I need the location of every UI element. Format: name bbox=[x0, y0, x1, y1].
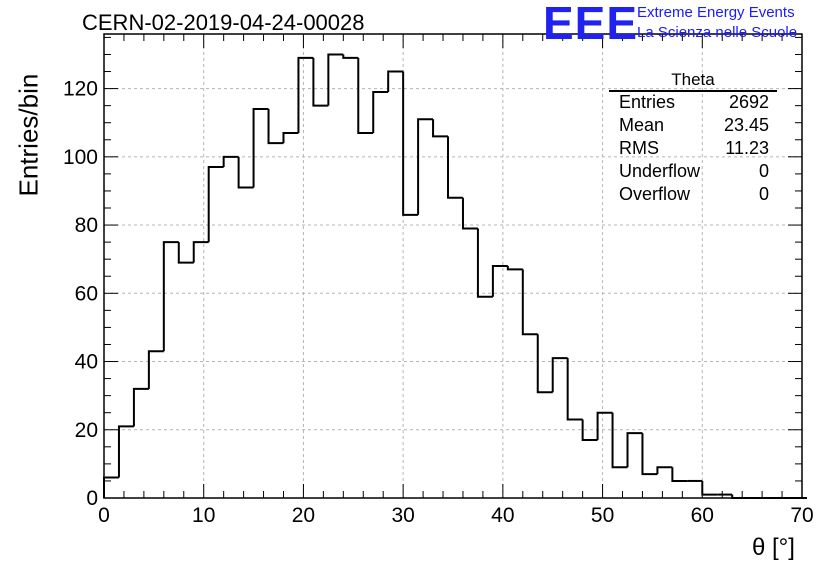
stats-row-rms: RMS 11.23 bbox=[619, 138, 769, 160]
histogram-bin bbox=[192, 241, 209, 263]
histogram-bin bbox=[162, 241, 179, 352]
histogram-bin bbox=[402, 71, 419, 216]
histogram-bin bbox=[521, 269, 538, 336]
stats-key: Mean bbox=[619, 115, 665, 135]
stats-value: 0 bbox=[758, 184, 769, 204]
x-tick-label: 50 bbox=[591, 504, 614, 527]
histogram-bin bbox=[357, 57, 374, 134]
y-tick-label: 60 bbox=[75, 282, 98, 305]
stats-key: Entries bbox=[619, 92, 676, 112]
histogram-bin bbox=[372, 91, 389, 133]
y-tick-label: 100 bbox=[63, 146, 98, 169]
stats-row-overflow: Overflow 0 bbox=[619, 184, 769, 206]
histogram-bin bbox=[387, 70, 404, 92]
histogram-bin bbox=[611, 412, 628, 469]
y-axis-label-text: Entries/bin bbox=[13, 73, 44, 197]
y-axis-label: Entries/bin bbox=[4, 74, 44, 197]
histogram-bin bbox=[536, 334, 553, 394]
histogram-bin bbox=[222, 155, 239, 168]
x-tick-label: 40 bbox=[491, 504, 514, 527]
x-tick-label: 0 bbox=[98, 504, 110, 527]
stats-value: 11.23 bbox=[725, 138, 769, 158]
histogram-bin bbox=[551, 357, 568, 393]
histogram-bin bbox=[342, 54, 359, 59]
stats-value: 23.45 bbox=[723, 115, 769, 135]
histogram-bin bbox=[327, 53, 344, 106]
histogram-bin bbox=[147, 350, 164, 389]
stats-key: RMS bbox=[619, 138, 659, 158]
histogram-bin bbox=[117, 425, 134, 478]
histogram-bin bbox=[581, 419, 598, 441]
histogram-bin bbox=[731, 494, 748, 499]
y-tick-label: 80 bbox=[75, 214, 98, 237]
run-title: CERN-02-2019-04-24-00028 bbox=[82, 10, 365, 35]
y-tick-label: 120 bbox=[63, 78, 98, 101]
histogram-bin bbox=[417, 118, 434, 215]
stats-divider bbox=[609, 90, 777, 92]
y-tick-label: 0 bbox=[86, 487, 98, 510]
stats-key: Overflow bbox=[619, 184, 691, 204]
x-tick-label: 20 bbox=[292, 504, 315, 527]
histogram-bin bbox=[312, 57, 329, 107]
histogram-bin bbox=[267, 109, 284, 145]
histogram-bin bbox=[103, 476, 119, 498]
x-axis-label: θ [°] bbox=[752, 534, 795, 561]
stats-key: Underflow bbox=[619, 161, 701, 181]
stats-title: Theta bbox=[671, 70, 715, 89]
histogram-bin bbox=[596, 411, 613, 440]
histogram-bin bbox=[461, 197, 478, 230]
histogram-bin bbox=[476, 228, 493, 298]
histogram-bin bbox=[237, 156, 254, 189]
x-tick-label: 60 bbox=[691, 504, 714, 527]
histogram-bin bbox=[566, 358, 583, 421]
logo-line-2: La Scienza nelle Scuole bbox=[637, 24, 798, 41]
histogram-bin bbox=[656, 466, 673, 475]
histogram-bin bbox=[282, 131, 299, 144]
y-tick-label: 20 bbox=[75, 419, 98, 442]
stats-row-mean: Mean 23.45 bbox=[619, 115, 769, 137]
histogram-bin bbox=[447, 136, 463, 199]
histogram-bin bbox=[252, 108, 269, 188]
eee-logo-mark: EEE bbox=[543, 0, 639, 49]
histogram-bin bbox=[432, 119, 449, 138]
x-tick-label: 30 bbox=[391, 504, 414, 527]
histogram-bin bbox=[701, 480, 718, 496]
stats-row-entries: Entries 2692 bbox=[619, 92, 769, 114]
x-tick-label: 10 bbox=[192, 504, 215, 527]
histogram-bin bbox=[641, 433, 658, 476]
x-tick-label: 70 bbox=[790, 504, 813, 527]
histogram-bin bbox=[297, 56, 314, 133]
histogram-bin bbox=[671, 467, 688, 482]
plot-frame bbox=[103, 33, 803, 499]
histogram-bin bbox=[626, 432, 643, 468]
histogram-bin bbox=[207, 166, 224, 243]
stats-value: 2692 bbox=[728, 92, 769, 112]
histogram-bin bbox=[177, 242, 194, 264]
histogram-bin bbox=[132, 387, 149, 427]
logo-line-1: Extreme Energy Events bbox=[637, 4, 795, 21]
stats-value: 0 bbox=[758, 161, 769, 181]
histogram-bin bbox=[491, 265, 508, 297]
y-tick-label: 40 bbox=[75, 351, 98, 374]
stats-row-underflow: Underflow 0 bbox=[619, 161, 769, 183]
histogram-bin bbox=[506, 266, 523, 271]
